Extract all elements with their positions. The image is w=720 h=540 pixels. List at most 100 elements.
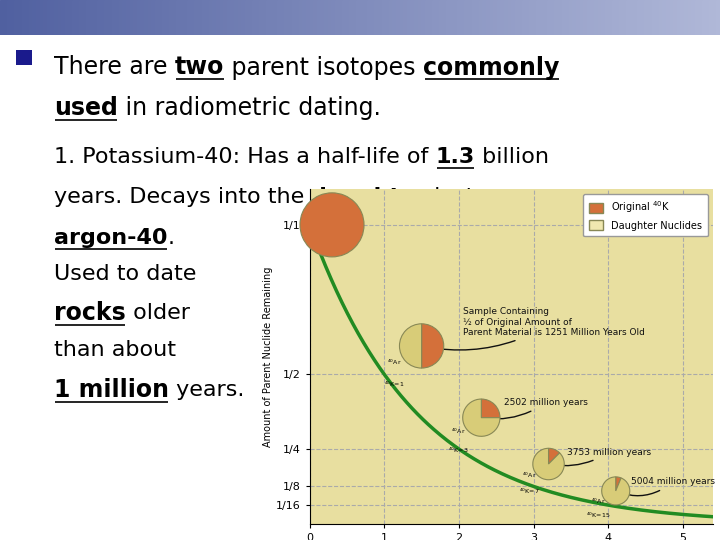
Bar [184, 0, 188, 35]
Bar [551, 0, 555, 35]
Bar [410, 0, 415, 35]
Bar [572, 0, 577, 35]
Bar [475, 0, 480, 35]
Bar [706, 0, 710, 35]
Bar [288, 0, 292, 35]
Bar [623, 0, 627, 35]
Bar [140, 0, 145, 35]
Bar [511, 0, 516, 35]
Text: 2502 million years: 2502 million years [485, 398, 588, 421]
Bar [655, 0, 660, 35]
Bar [587, 0, 591, 35]
Bar [486, 0, 490, 35]
Bar [54, 0, 58, 35]
Bar [162, 0, 166, 35]
Bar [259, 0, 264, 35]
Bar [166, 0, 170, 35]
Bar [608, 0, 613, 35]
Bar [493, 0, 498, 35]
Bar [508, 0, 512, 35]
Text: parent isotopes: parent isotopes [225, 56, 423, 79]
Bar [266, 0, 271, 35]
Bar [281, 0, 285, 35]
Bar [180, 0, 184, 35]
Bar [500, 0, 505, 35]
Bar [680, 0, 685, 35]
Bar [716, 0, 720, 35]
Bar [310, 0, 314, 35]
Bar [472, 0, 476, 35]
Bar [158, 0, 163, 35]
Bar [616, 0, 620, 35]
Bar [29, 0, 33, 35]
Bar [155, 0, 159, 35]
Text: There are: There are [54, 56, 175, 79]
Text: 5004 million years: 5004 million years [620, 477, 715, 496]
Bar [144, 0, 148, 35]
Bar [374, 0, 379, 35]
Bar [378, 0, 382, 35]
Bar [248, 0, 253, 35]
Bar [299, 0, 303, 35]
Text: $^{40}$K=3: $^{40}$K=3 [448, 446, 468, 455]
Wedge shape [463, 399, 500, 436]
Text: $^{40}$Ar: $^{40}$Ar [521, 471, 536, 481]
Bar [18, 0, 22, 35]
Bar [446, 0, 451, 35]
Bar [191, 0, 195, 35]
Bar [644, 0, 649, 35]
Bar [418, 0, 422, 35]
Bar [450, 0, 454, 35]
Bar [230, 0, 235, 35]
Bar [68, 0, 73, 35]
Text: $^{40}$Ar: $^{40}$Ar [387, 358, 401, 367]
Bar [522, 0, 526, 35]
Bar [245, 0, 249, 35]
Bar [641, 0, 645, 35]
Bar [331, 0, 336, 35]
Text: daughter: daughter [311, 187, 427, 207]
Bar [22, 0, 26, 35]
Bar [598, 0, 602, 35]
Bar [205, 0, 210, 35]
Wedge shape [533, 448, 564, 480]
Bar [396, 0, 400, 35]
Bar [115, 0, 120, 35]
Bar [630, 0, 634, 35]
Bar [457, 0, 462, 35]
Bar [569, 0, 573, 35]
Bar [72, 0, 76, 35]
Bar [83, 0, 87, 35]
Bar [90, 0, 94, 35]
Bar [324, 0, 328, 35]
Bar [223, 0, 228, 35]
Bar [151, 0, 156, 35]
Bar [558, 0, 562, 35]
Bar [349, 0, 354, 35]
Bar [126, 0, 130, 35]
Bar [698, 0, 703, 35]
Text: 1 million: 1 million [54, 378, 169, 402]
Y-axis label: Amount of Parent Nuclide Remaining: Amount of Parent Nuclide Remaining [263, 266, 273, 447]
Bar [79, 0, 84, 35]
Bar [392, 0, 397, 35]
Bar [256, 0, 260, 35]
Bar [554, 0, 559, 35]
Text: $^{40}$Ar: $^{40}$Ar [591, 497, 606, 506]
Bar [270, 0, 274, 35]
Bar [612, 0, 616, 35]
Bar [292, 0, 296, 35]
Bar [536, 0, 541, 35]
Bar [634, 0, 638, 35]
Text: rocks: rocks [54, 301, 126, 325]
Bar [652, 0, 656, 35]
Bar [202, 0, 206, 35]
Bar [583, 0, 588, 35]
Bar [670, 0, 674, 35]
Bar [580, 0, 584, 35]
Text: billion: billion [474, 146, 549, 167]
Bar [565, 0, 570, 35]
Bar [385, 0, 390, 35]
Bar [576, 0, 580, 35]
Bar [659, 0, 663, 35]
